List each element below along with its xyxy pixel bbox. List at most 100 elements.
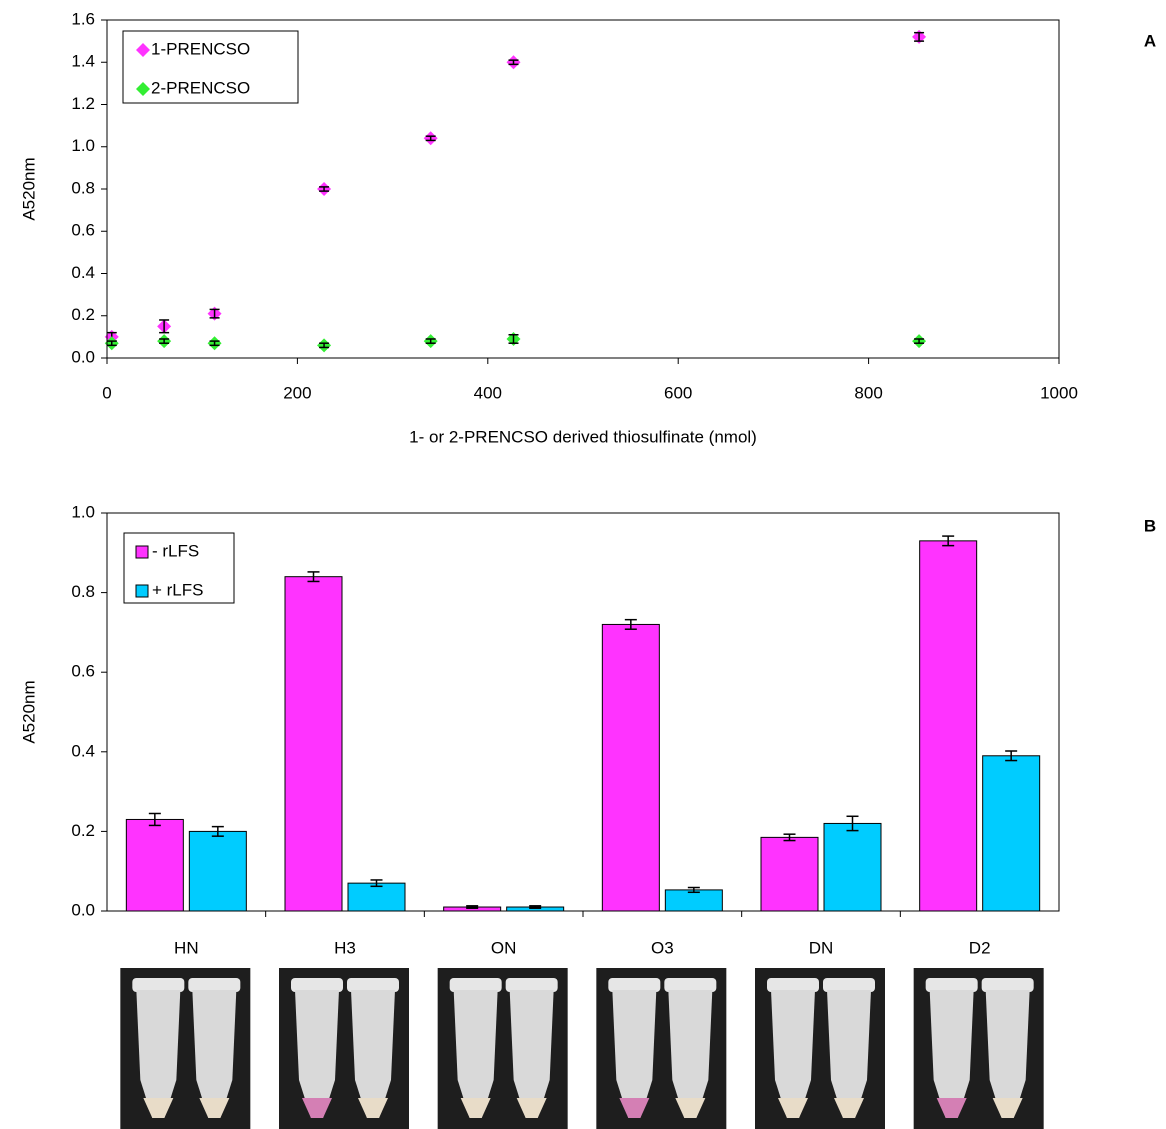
- tube-liquid: [992, 1098, 1023, 1118]
- tube-photo: [913, 968, 1044, 1129]
- tube-liquid: [834, 1098, 864, 1118]
- x-tick-label: ON: [491, 938, 517, 957]
- y-tick-label: 1.0: [71, 136, 95, 155]
- error-bar: [159, 338, 170, 344]
- error-bar: [942, 535, 955, 547]
- tube: [136, 990, 181, 1118]
- tube-cap: [767, 978, 819, 992]
- legend-marker: [136, 82, 150, 96]
- y-axis-label: A520nm: [19, 680, 38, 743]
- tube-cap: [188, 978, 241, 992]
- legend-marker: [136, 43, 150, 57]
- error-bar: [319, 186, 330, 192]
- y-tick-label: 0.0: [71, 347, 95, 366]
- tube-liquid: [936, 1098, 967, 1118]
- plot-frame: [106, 512, 1060, 912]
- error-bar: [529, 905, 542, 909]
- tube-cap: [608, 978, 661, 992]
- x-tick-label: 1000: [1040, 383, 1078, 402]
- tube: [612, 990, 657, 1118]
- y-tick-label: 0.4: [71, 741, 95, 760]
- panel-label: A: [1144, 31, 1156, 50]
- tube-cap: [347, 978, 399, 992]
- y-tick-label: 0.2: [71, 305, 95, 324]
- tube: [192, 990, 237, 1118]
- tube-photo: [755, 968, 885, 1129]
- error-bar: [159, 319, 170, 334]
- tube: [453, 990, 498, 1118]
- error-bar: [211, 825, 224, 837]
- bar: [664, 889, 723, 912]
- x-tick-label: D2: [969, 938, 991, 957]
- x-tick-label: 200: [283, 383, 311, 402]
- x-tick-label: HN: [174, 938, 199, 957]
- y-tick-label: 0.0: [71, 900, 95, 919]
- error-bar: [319, 342, 330, 349]
- y-tick-label: 0.4: [71, 263, 95, 282]
- tube-cap: [132, 978, 185, 992]
- error-bar: [370, 879, 383, 888]
- tube-liquid: [358, 1098, 388, 1118]
- tube-photo: [120, 968, 251, 1129]
- y-tick-label: 1.2: [71, 94, 95, 113]
- tube: [771, 990, 815, 1118]
- error-bar: [914, 31, 925, 42]
- error-bar: [307, 571, 320, 583]
- error-bar: [425, 135, 436, 142]
- bar: [347, 882, 406, 912]
- tube-cap: [449, 978, 502, 992]
- error-bar: [624, 618, 637, 630]
- x-tick-label: O3: [651, 938, 674, 957]
- tube: [668, 990, 713, 1118]
- bar: [760, 836, 819, 912]
- tube-photo: [596, 968, 727, 1129]
- x-axis-label: 1- or 2-PRENCSO derived thiosulfinate (n…: [409, 427, 757, 446]
- error-bar: [209, 308, 220, 319]
- x-tick-label: 600: [664, 383, 692, 402]
- tube: [985, 990, 1030, 1118]
- bar: [284, 576, 343, 912]
- panel-label: B: [1144, 516, 1156, 535]
- error-bar: [508, 59, 519, 66]
- bar: [601, 623, 660, 912]
- tube-liquid: [516, 1098, 547, 1118]
- y-tick-label: 0.8: [71, 178, 95, 197]
- y-tick-label: 1.6: [71, 9, 95, 28]
- tube: [929, 990, 974, 1118]
- legend-label: 1-PRENCSO: [151, 39, 250, 58]
- tube-cap: [664, 978, 717, 992]
- error-bar: [425, 338, 436, 344]
- y-tick-label: 0.6: [71, 662, 95, 681]
- error-bar: [687, 886, 700, 894]
- legend-label: + rLFS: [152, 580, 204, 599]
- tube-photo: [437, 968, 568, 1129]
- bar: [125, 818, 184, 912]
- x-tick-label: 800: [854, 383, 882, 402]
- tube-photo: [279, 968, 409, 1129]
- legend-label: 2-PRENCSO: [151, 78, 250, 97]
- x-tick-label: 0: [102, 383, 111, 402]
- x-tick-label: H3: [334, 938, 356, 957]
- y-axis-label: A520nm: [19, 157, 38, 220]
- tube-liquid: [143, 1098, 174, 1118]
- y-tick-label: 1.0: [71, 502, 95, 521]
- legend-box: [122, 30, 299, 104]
- bar: [823, 822, 882, 912]
- error-bar: [914, 338, 925, 344]
- bar: [188, 830, 247, 912]
- bar: [982, 755, 1041, 912]
- tube-cap: [291, 978, 343, 992]
- tube-liquid: [302, 1098, 332, 1118]
- tube-cap: [981, 978, 1034, 992]
- tube-liquid: [619, 1098, 650, 1118]
- error-bar: [209, 340, 220, 347]
- bar: [919, 540, 978, 912]
- tube: [295, 990, 339, 1118]
- error-bar: [846, 815, 859, 832]
- tube: [351, 990, 395, 1118]
- tube: [509, 990, 554, 1118]
- tube-cap: [505, 978, 558, 992]
- error-bar: [783, 833, 796, 842]
- y-tick-label: 0.6: [71, 221, 95, 240]
